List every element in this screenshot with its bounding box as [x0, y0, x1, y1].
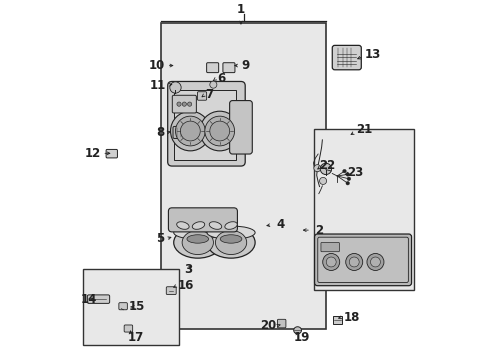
Ellipse shape [192, 222, 204, 229]
Ellipse shape [186, 235, 208, 243]
FancyBboxPatch shape [317, 237, 407, 283]
Circle shape [169, 82, 181, 93]
FancyBboxPatch shape [313, 129, 413, 290]
Circle shape [170, 111, 210, 151]
Text: 1: 1 [236, 3, 244, 16]
FancyBboxPatch shape [166, 287, 176, 294]
Text: 6: 6 [217, 72, 224, 85]
Text: 19: 19 [293, 330, 310, 343]
Circle shape [209, 121, 229, 141]
Ellipse shape [176, 222, 189, 229]
Ellipse shape [224, 222, 237, 229]
Text: 21: 21 [355, 123, 371, 136]
FancyBboxPatch shape [314, 234, 411, 286]
Circle shape [313, 165, 320, 172]
FancyBboxPatch shape [172, 95, 196, 113]
Circle shape [187, 102, 191, 106]
FancyBboxPatch shape [87, 295, 109, 303]
FancyBboxPatch shape [197, 92, 206, 100]
FancyBboxPatch shape [229, 100, 252, 154]
Text: 5: 5 [156, 233, 164, 246]
Ellipse shape [209, 222, 221, 229]
FancyBboxPatch shape [124, 325, 132, 332]
Circle shape [370, 257, 380, 267]
Ellipse shape [293, 327, 301, 334]
FancyBboxPatch shape [332, 316, 342, 324]
Ellipse shape [215, 230, 246, 255]
FancyBboxPatch shape [320, 243, 339, 252]
FancyBboxPatch shape [168, 208, 237, 232]
Ellipse shape [220, 235, 242, 243]
FancyBboxPatch shape [83, 269, 179, 345]
Circle shape [345, 253, 362, 270]
FancyBboxPatch shape [223, 63, 234, 73]
Text: 12: 12 [85, 147, 101, 160]
FancyBboxPatch shape [167, 81, 244, 166]
Text: 15: 15 [128, 301, 144, 314]
Circle shape [348, 257, 359, 267]
Text: 8: 8 [156, 126, 164, 139]
Circle shape [346, 177, 350, 181]
Text: 22: 22 [319, 159, 335, 172]
Text: 14: 14 [81, 293, 97, 306]
Circle shape [177, 102, 181, 106]
Circle shape [204, 116, 234, 146]
Text: 16: 16 [177, 279, 193, 292]
Text: 10: 10 [149, 59, 165, 72]
Text: 11: 11 [149, 78, 165, 91]
Circle shape [200, 111, 239, 151]
FancyBboxPatch shape [173, 126, 190, 139]
FancyBboxPatch shape [119, 303, 127, 310]
Ellipse shape [206, 227, 255, 258]
Circle shape [345, 172, 349, 176]
Text: 3: 3 [184, 262, 192, 275]
Circle shape [319, 177, 326, 184]
Circle shape [320, 163, 331, 175]
Text: 9: 9 [241, 59, 249, 72]
Text: 2: 2 [315, 224, 323, 237]
Circle shape [322, 253, 339, 270]
Ellipse shape [206, 226, 255, 239]
Text: 17: 17 [127, 330, 143, 343]
FancyBboxPatch shape [277, 319, 285, 328]
Circle shape [209, 81, 217, 88]
Circle shape [345, 181, 349, 185]
FancyBboxPatch shape [206, 63, 218, 73]
Text: 23: 23 [346, 166, 363, 179]
Circle shape [180, 121, 200, 141]
FancyBboxPatch shape [331, 45, 361, 70]
Ellipse shape [173, 227, 222, 258]
Circle shape [366, 253, 383, 270]
Text: 18: 18 [343, 311, 359, 324]
Circle shape [175, 116, 205, 146]
Circle shape [182, 102, 186, 106]
Text: 7: 7 [205, 88, 213, 101]
Text: 4: 4 [276, 218, 284, 231]
Text: 13: 13 [364, 48, 380, 61]
Ellipse shape [173, 226, 222, 239]
Circle shape [325, 257, 335, 267]
FancyBboxPatch shape [161, 23, 325, 329]
Text: 20: 20 [260, 319, 276, 332]
FancyBboxPatch shape [173, 90, 235, 161]
Circle shape [342, 169, 346, 173]
FancyBboxPatch shape [106, 149, 117, 158]
Ellipse shape [182, 230, 213, 255]
